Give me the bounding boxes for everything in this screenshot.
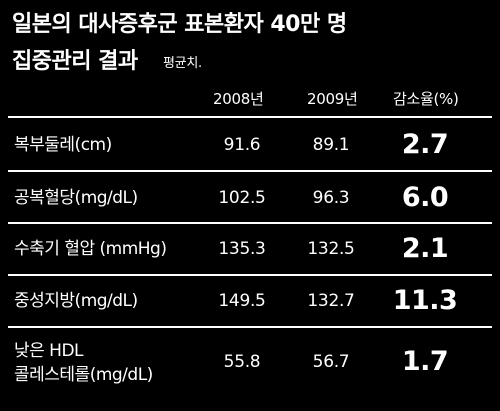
divider bbox=[8, 222, 492, 224]
title-line-2: 집중관리 결과 bbox=[12, 49, 138, 74]
column-header-2008: 2008년 bbox=[213, 90, 264, 108]
value-2009: 89.1 bbox=[312, 135, 350, 155]
row-label-line-1: 낮은 HDL bbox=[14, 341, 84, 361]
column-header-2009: 2009년 bbox=[307, 90, 358, 108]
decrease-rate: 11.3 bbox=[392, 285, 458, 316]
value-2009: 96.3 bbox=[312, 188, 350, 208]
divider bbox=[8, 274, 492, 276]
row-label: 중성지방(mg/dL) bbox=[14, 291, 138, 311]
divider bbox=[8, 170, 492, 172]
row-label: 복부둘레(cm) bbox=[14, 135, 112, 155]
row-label: 공복혈당(mg/dL) bbox=[14, 188, 138, 208]
decrease-rate: 1.7 bbox=[401, 346, 449, 377]
table-row: 낮은 HDL 콜레스테롤(mg/dL) 55.8 56.7 1.7 bbox=[0, 328, 500, 408]
divider bbox=[8, 116, 492, 118]
value-2008: 91.6 bbox=[223, 135, 261, 155]
value-2009: 132.5 bbox=[307, 239, 355, 259]
decrease-rate: 2.1 bbox=[401, 233, 449, 264]
table-row: 수축기 혈압 (mmHg) 135.3 132.5 2.1 bbox=[0, 224, 500, 274]
value-2008: 135.3 bbox=[218, 239, 266, 259]
table-row: 중성지방(mg/dL) 149.5 132.7 11.3 bbox=[0, 276, 500, 326]
value-2008: 55.8 bbox=[223, 352, 261, 372]
divider bbox=[8, 326, 492, 328]
title-line-1: 일본의 대사증후군 표본환자 40만 명 bbox=[12, 12, 347, 37]
column-header-decrease: 감소율(%) bbox=[393, 90, 459, 108]
row-label-line-2: 콜레스테롤(mg/dL) bbox=[14, 365, 153, 385]
average-note: 평균치. bbox=[163, 56, 202, 71]
table-row: 복부둘레(cm) 91.6 89.1 2.7 bbox=[0, 118, 500, 170]
value-2009: 56.7 bbox=[312, 352, 350, 372]
row-label: 수축기 혈압 (mmHg) bbox=[14, 239, 167, 259]
value-2009: 132.7 bbox=[307, 291, 355, 311]
value-2008: 149.5 bbox=[218, 291, 266, 311]
value-2008: 102.5 bbox=[218, 188, 266, 208]
decrease-rate: 6.0 bbox=[401, 182, 449, 213]
table-row: 공복혈당(mg/dL) 102.5 96.3 6.0 bbox=[0, 172, 500, 222]
decrease-rate: 2.7 bbox=[401, 129, 449, 160]
